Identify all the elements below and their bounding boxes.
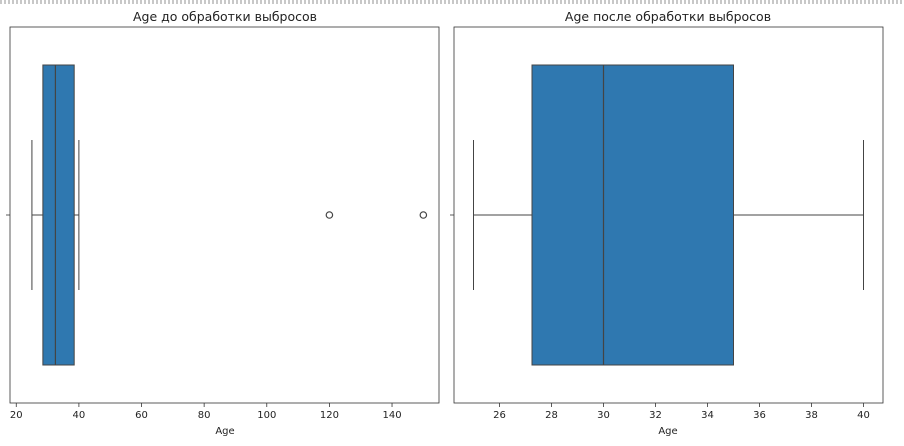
x-tick-label-before-3: 80 xyxy=(198,410,211,421)
x-tick-label-after-0: 26 xyxy=(493,410,506,421)
x-tick-label-after-7: 40 xyxy=(857,410,870,421)
x-tick-label-after-1: 28 xyxy=(545,410,558,421)
plot-area-before xyxy=(9,26,440,404)
x-tick-label-after-6: 38 xyxy=(805,410,818,421)
x-axis-label-after: Age xyxy=(658,426,677,437)
x-tick-label-before-5: 120 xyxy=(320,410,339,421)
x-tick-label-after-4: 34 xyxy=(701,410,714,421)
iqr-box-before xyxy=(42,64,75,366)
chart-panel-after: Age после обработки выбросов 26 28 30 32 34 3… xyxy=(450,9,884,437)
x-tick-label-before-6: 140 xyxy=(382,410,401,421)
outlier-point-before-1 xyxy=(419,211,428,219)
x-tick-label-before-4: 100 xyxy=(257,410,276,421)
outlier-point-before-0 xyxy=(325,211,334,219)
iqr-box-after xyxy=(531,64,734,366)
chart-title-after: Age после обработки выбросов xyxy=(565,9,771,24)
chart-panel-before: Age до обработки выбросов 20 40 60 80 100 120… xyxy=(6,9,440,437)
x-tick-label-after-5: 36 xyxy=(753,410,766,421)
x-tick-label-after-2: 30 xyxy=(597,410,610,421)
x-tick-label-before-0: 20 xyxy=(10,410,23,421)
x-tick-label-before-2: 60 xyxy=(135,410,148,421)
window-top-edge xyxy=(0,0,904,4)
x-tick-label-after-3: 32 xyxy=(649,410,662,421)
x-axis-label-before: Age xyxy=(215,426,234,437)
x-tick-label-before-1: 40 xyxy=(73,410,86,421)
chart-title-before: Age до обработки выбросов xyxy=(133,9,317,24)
plot-marks-after: 26 28 30 32 34 36 38 40 xyxy=(450,64,870,421)
plot-marks-before: 20 40 60 80 100 120 140 xyxy=(6,64,428,421)
